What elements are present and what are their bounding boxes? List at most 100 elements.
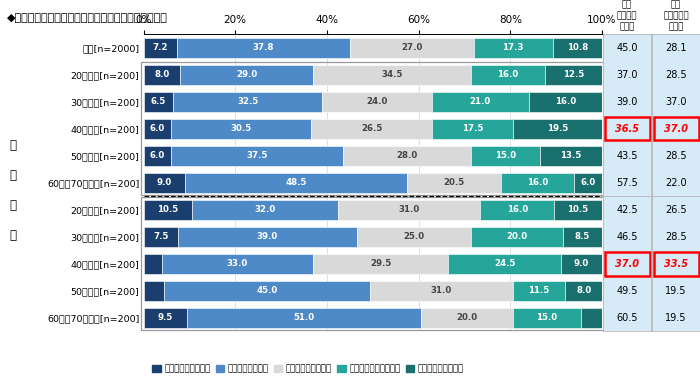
Text: 16.0: 16.0	[507, 205, 528, 215]
Bar	[474, 38, 553, 58]
Legend: 非常に満足している, やや満足している, どちらとも言えない, あまり満足していない, 全く満足していない: 非常に満足している, やや満足している, どちらとも言えない, あまり満足してい…	[149, 361, 467, 377]
Bar	[164, 281, 370, 301]
Bar	[171, 146, 343, 166]
Text: 13.5: 13.5	[561, 151, 582, 160]
Bar	[311, 119, 433, 139]
Text: 31.0: 31.0	[399, 205, 420, 215]
Text: 19.5: 19.5	[666, 313, 687, 323]
Bar	[512, 119, 602, 139]
Bar	[528, 92, 602, 112]
Text: 60.5: 60.5	[617, 313, 638, 323]
Text: 7.5: 7.5	[153, 232, 169, 242]
Text: 37.8: 37.8	[253, 43, 274, 52]
Bar	[185, 173, 407, 193]
Text: 28.0: 28.0	[396, 151, 418, 160]
Bar	[144, 65, 180, 85]
Text: 20.0: 20.0	[507, 232, 528, 242]
Text: 31.0: 31.0	[431, 287, 452, 295]
Text: 37.0: 37.0	[664, 124, 688, 134]
Text: 36.5: 36.5	[615, 124, 639, 134]
Text: 15.0: 15.0	[495, 151, 517, 160]
Text: 16.0: 16.0	[498, 70, 519, 79]
Bar	[180, 65, 313, 85]
Text: 17.5: 17.5	[462, 124, 483, 133]
Bar	[605, 117, 650, 141]
Bar	[176, 38, 350, 58]
Text: 39.0: 39.0	[257, 232, 278, 242]
Bar	[357, 227, 471, 247]
Text: 37.0: 37.0	[615, 259, 639, 269]
Bar	[553, 38, 603, 58]
Bar	[471, 227, 563, 247]
Bar	[512, 308, 582, 328]
Text: 17.3: 17.3	[503, 43, 524, 52]
Bar	[561, 254, 602, 274]
Text: 8.5: 8.5	[575, 232, 590, 242]
Bar	[566, 281, 602, 301]
Text: 34.5: 34.5	[382, 70, 403, 79]
Text: 6.0: 6.0	[150, 151, 165, 160]
Text: 満足
している
（計）: 満足 している （計）	[617, 0, 638, 31]
Text: 10.8: 10.8	[567, 43, 588, 52]
Bar	[605, 252, 650, 275]
Bar	[433, 92, 528, 112]
Bar	[174, 92, 322, 112]
Text: 21.0: 21.0	[470, 97, 491, 106]
Text: 42.5: 42.5	[617, 205, 638, 215]
Text: 30.5: 30.5	[230, 124, 251, 133]
Bar	[480, 200, 554, 219]
Text: 51.0: 51.0	[293, 314, 314, 322]
Bar	[313, 254, 449, 274]
Text: 15.0: 15.0	[536, 314, 557, 322]
Bar	[370, 281, 512, 301]
Text: 19.5: 19.5	[666, 286, 687, 296]
Bar	[540, 146, 602, 166]
Text: 性

年

代

別: 性 年 代 別	[9, 139, 16, 242]
Text: 45.0: 45.0	[617, 43, 638, 53]
Text: 8.0: 8.0	[154, 70, 169, 79]
Text: 24.0: 24.0	[367, 97, 388, 106]
Bar	[407, 173, 501, 193]
Text: 32.0: 32.0	[254, 205, 276, 215]
Bar	[449, 254, 561, 274]
Bar	[187, 308, 421, 328]
Text: 43.5: 43.5	[617, 151, 638, 161]
Text: 9.0: 9.0	[157, 178, 172, 187]
Text: 33.0: 33.0	[227, 259, 248, 269]
Text: 26.5: 26.5	[666, 205, 687, 215]
Bar	[313, 65, 471, 85]
Text: 16.0: 16.0	[554, 97, 576, 106]
Text: 32.5: 32.5	[237, 97, 258, 106]
Bar	[144, 254, 162, 274]
Bar	[144, 146, 171, 166]
Bar	[192, 200, 338, 219]
Text: 25.0: 25.0	[403, 232, 425, 242]
Bar	[141, 62, 604, 195]
Bar	[582, 308, 602, 328]
Text: 6.5: 6.5	[150, 97, 166, 106]
Bar	[575, 173, 602, 193]
Text: 6.0: 6.0	[580, 178, 596, 187]
Text: 37.0: 37.0	[666, 97, 687, 107]
Bar	[144, 173, 185, 193]
Bar	[144, 281, 164, 301]
Bar	[563, 227, 602, 247]
Text: 48.5: 48.5	[286, 178, 307, 187]
Text: 12.5: 12.5	[563, 70, 584, 79]
Text: 7.2: 7.2	[153, 43, 168, 52]
Bar	[322, 92, 433, 112]
Text: 28.1: 28.1	[666, 43, 687, 53]
Bar	[178, 227, 357, 247]
Text: 45.0: 45.0	[257, 287, 278, 295]
Text: 37.0: 37.0	[617, 70, 638, 80]
Text: 19.5: 19.5	[547, 124, 568, 133]
Bar	[554, 200, 602, 219]
Text: 33.5: 33.5	[664, 259, 688, 269]
Bar	[512, 281, 566, 301]
Text: 24.5: 24.5	[494, 259, 515, 269]
Text: 28.5: 28.5	[666, 151, 687, 161]
Text: 28.5: 28.5	[666, 232, 687, 242]
Text: 28.5: 28.5	[666, 70, 687, 80]
Text: 8.0: 8.0	[576, 287, 592, 295]
Bar	[343, 146, 471, 166]
